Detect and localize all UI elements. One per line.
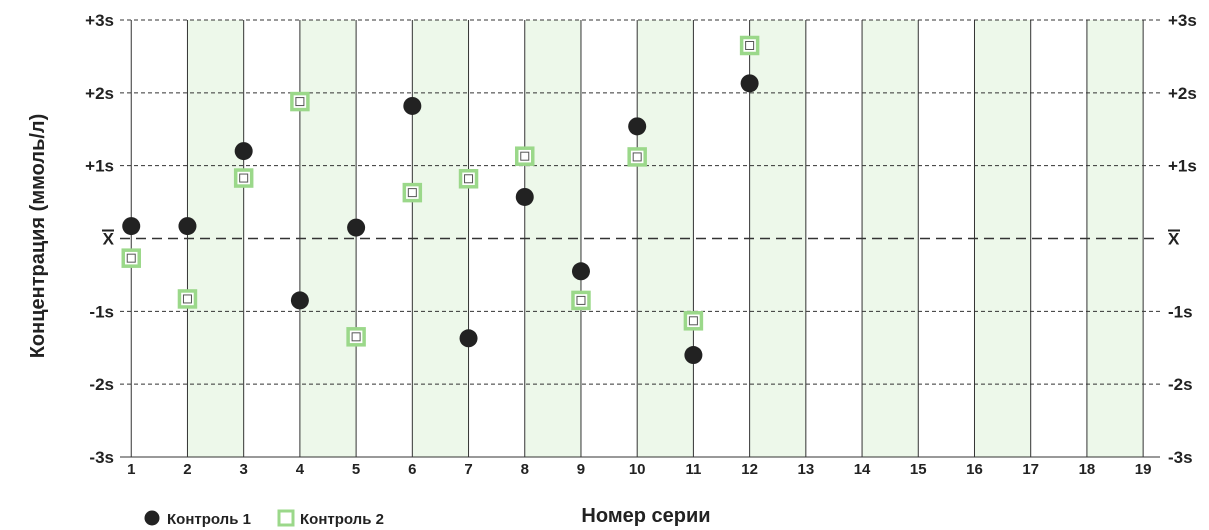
x-tick-label: 5	[352, 461, 360, 478]
point-series-2	[627, 147, 647, 167]
x-tick-label: 17	[1022, 461, 1039, 478]
y-tick-label-right: +1s	[1168, 157, 1197, 176]
point-series-2	[739, 35, 760, 56]
y-ticks-left: +3s +2s +1s X -1s -2s -3s	[85, 11, 115, 467]
x-tick-label: 10	[629, 461, 646, 478]
x-tick-label: 3	[240, 461, 248, 478]
point-series-2	[515, 146, 535, 166]
x-tick-label: 12	[741, 461, 758, 478]
x-tick-label: 7	[464, 461, 472, 478]
legend-label-series-1: Контроль 1	[167, 511, 251, 528]
y-tick-label-left: +2s	[85, 84, 114, 103]
y-ticks-right: +3s +2s +1s X -1s -2s -3s	[1168, 11, 1197, 467]
y-tick-label-right: -2s	[1168, 375, 1193, 394]
point-series-2-inner	[351, 332, 361, 342]
point-series-1	[403, 96, 422, 115]
grid	[120, 19, 1160, 458]
point-series-2-inner	[576, 295, 586, 305]
point-series-2	[346, 327, 366, 347]
point-series-2	[177, 289, 198, 309]
point-series-1	[178, 217, 197, 236]
point-series-1	[571, 262, 590, 281]
point-series-2-inner	[745, 40, 755, 50]
point-series-2	[121, 248, 141, 268]
point-series-1	[290, 291, 309, 310]
point-series-1	[234, 142, 253, 161]
point-series-2-inner	[464, 174, 474, 184]
y-tick-label-right: +2s	[1168, 84, 1197, 103]
y-axis-label: Концентрация (ммоль/л)	[27, 114, 49, 359]
point-series-2-inner	[182, 294, 192, 304]
legend-marker-series-2	[277, 509, 295, 527]
x-tick-label: 4	[296, 461, 305, 478]
x-tick-label: 19	[1135, 461, 1152, 478]
point-series-1	[740, 74, 759, 93]
point-series-1	[347, 218, 366, 237]
point-series-2-inner	[295, 97, 305, 107]
point-series-2-inner	[520, 151, 530, 161]
y-tick-label-left: +3s	[85, 11, 114, 30]
x-axis-label: Номер серии	[581, 505, 710, 527]
point-series-1	[515, 187, 534, 206]
point-series-2	[233, 168, 254, 188]
point-series-2-inner	[126, 253, 136, 263]
point-series-2	[290, 91, 310, 112]
x-tick-label: 6	[408, 461, 416, 478]
point-series-2	[571, 290, 591, 311]
point-series-2-inner	[239, 173, 249, 183]
x-tick-label: 11	[685, 461, 701, 478]
x-tick-label: 15	[910, 461, 927, 478]
y-tick-label-left: X	[103, 230, 115, 249]
y-tick-label-right: X	[1168, 230, 1180, 249]
point-series-2-inner	[407, 188, 417, 198]
y-tick-label-right: -1s	[1168, 302, 1193, 321]
y-tick-label-right: -3s	[1168, 448, 1193, 467]
x-tick-label: 9	[577, 461, 585, 478]
point-series-1	[628, 117, 647, 136]
point-series-1	[684, 346, 703, 365]
point-series-2-inner	[688, 316, 698, 326]
point-series-2	[402, 182, 423, 203]
y-tick-label-right: +3s	[1168, 11, 1197, 30]
x-ticks: 1 2 3 4 5 6 7 8 9 10 11 12 13 14 15 16 17 18 19	[127, 461, 1151, 478]
y-tick-label-left: -2s	[89, 375, 114, 394]
data-points	[121, 35, 760, 365]
point-series-2	[683, 311, 704, 331]
point-series-1	[122, 217, 141, 236]
x-tick-label: 14	[854, 461, 871, 478]
x-tick-label: 2	[183, 461, 191, 478]
x-tick-label: 18	[1079, 461, 1096, 478]
x-tick-label: 13	[797, 461, 814, 478]
legend-marker-series-1	[144, 510, 160, 526]
x-tick-label: 16	[966, 461, 983, 478]
x-tick-label: 1	[127, 461, 135, 478]
legend: Контроль 1 Контроль 2	[144, 509, 384, 528]
point-series-1	[459, 329, 478, 348]
y-tick-label-left: +1s	[85, 157, 114, 176]
y-tick-label-left: -3s	[89, 448, 114, 467]
point-series-2	[458, 169, 479, 189]
point-series-2-inner	[632, 152, 642, 162]
legend-label-series-2: Контроль 2	[300, 511, 384, 528]
x-tick-label: 8	[521, 461, 529, 478]
y-tick-label-left: -1s	[89, 302, 114, 321]
